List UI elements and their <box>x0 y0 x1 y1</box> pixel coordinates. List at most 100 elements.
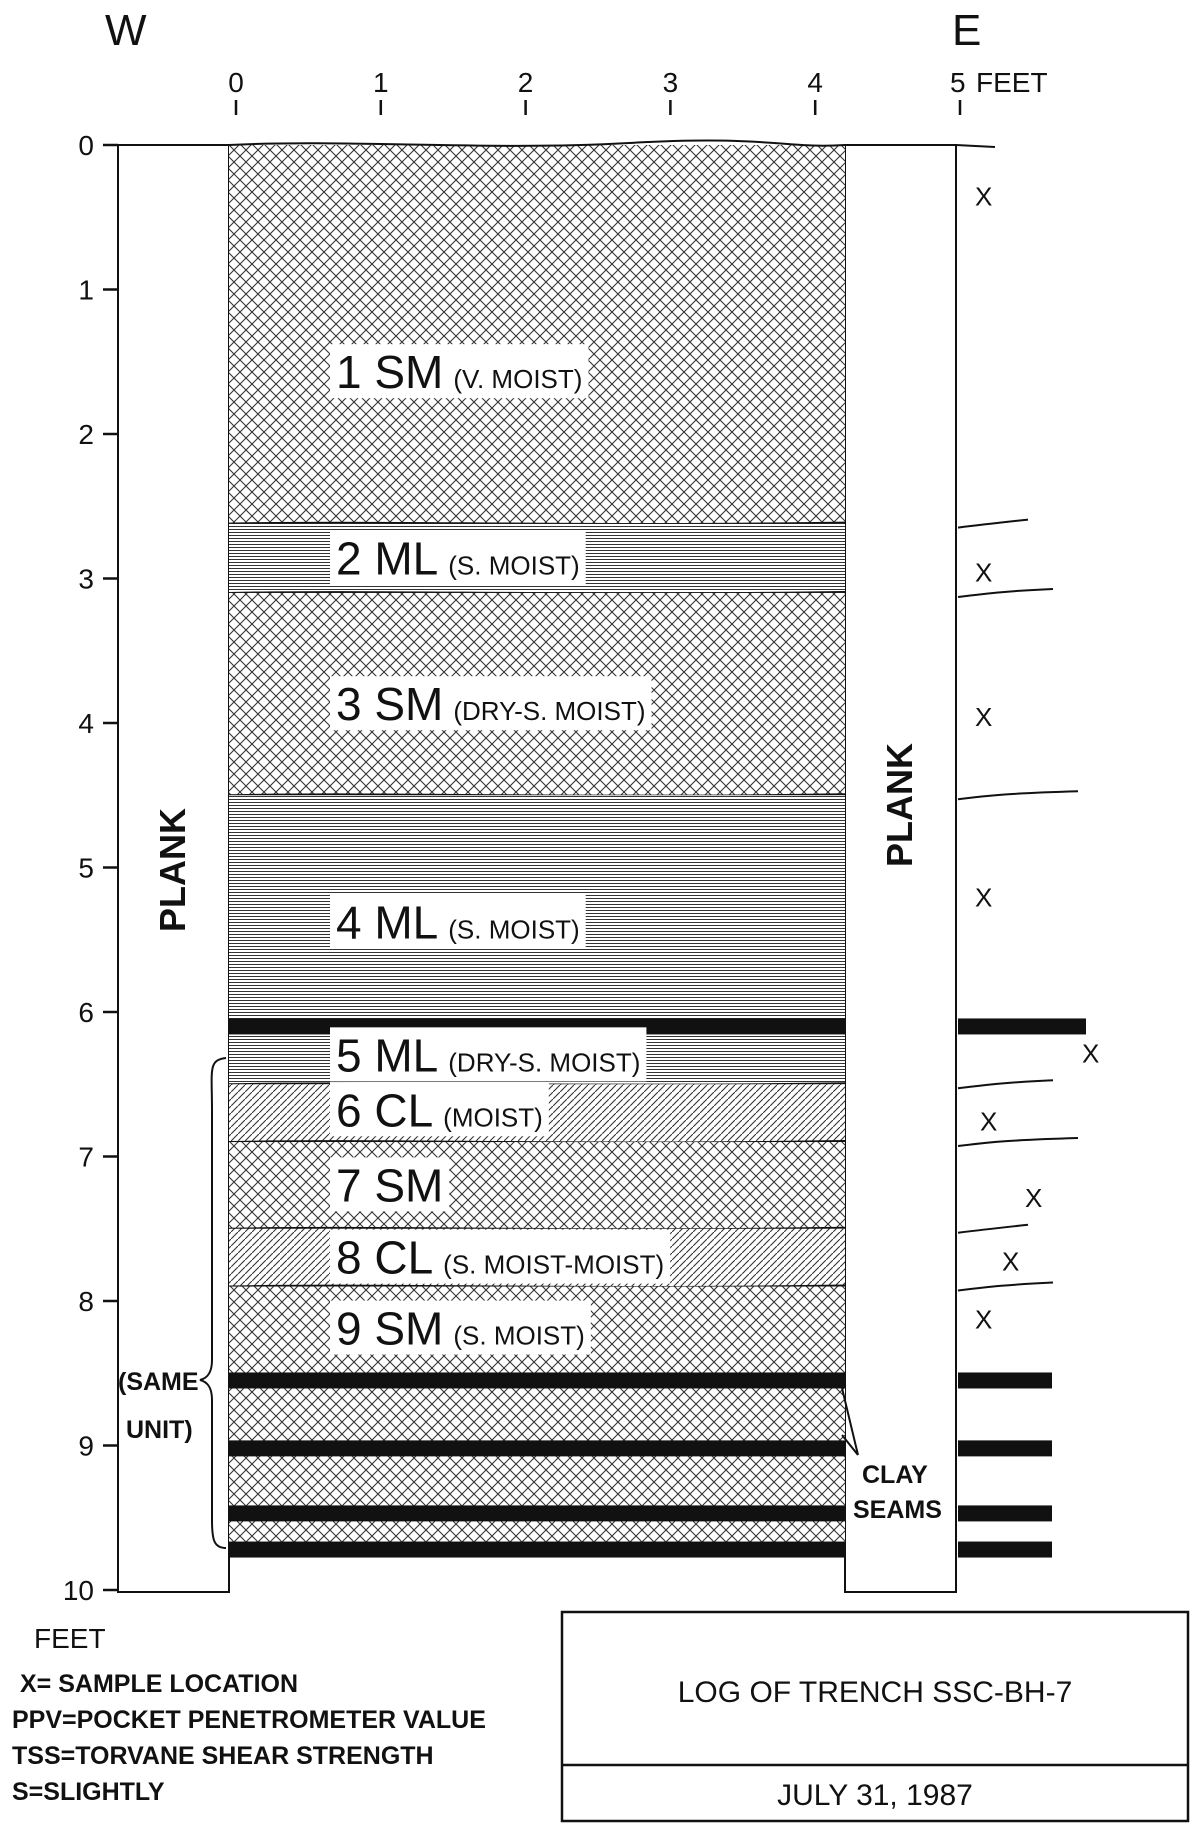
left-plank <box>117 144 230 1593</box>
layer-label-bg <box>330 1157 450 1212</box>
vertical-axis-unit: FEET <box>34 1623 106 1654</box>
clay-seam-band-right <box>958 1018 1086 1035</box>
right-plank-label: PLANK <box>879 743 920 867</box>
layer-code: 4 ML <box>336 896 438 948</box>
clay-seam-band <box>229 1372 845 1389</box>
right-boundary-tick <box>957 1137 1079 1148</box>
y-tick-label: 7 <box>78 1142 94 1173</box>
layer-condition: (S. MOIST-MOIST) <box>443 1250 664 1280</box>
layer-code: 2 ML <box>336 532 438 584</box>
same-unit-brace <box>199 1057 227 1549</box>
layer-condition: (MOIST) <box>443 1102 543 1132</box>
y-tick-label: 10 <box>63 1575 94 1606</box>
right-boundary-tick <box>957 518 1029 529</box>
trench-log-title: LOG OF TRENCH SSC-BH-7 <box>678 1676 1073 1709</box>
sample-location-x: X <box>1002 1247 1019 1277</box>
right-boundary-tick <box>957 1223 1029 1234</box>
layer-condition: (DRY-S. MOIST) <box>453 696 645 726</box>
legend: X= SAMPLE LOCATION PPV=POCKET PENETROMET… <box>12 1670 486 1806</box>
layer-label-text: 7 SM <box>336 1159 443 1211</box>
layer-code: 3 SM <box>336 678 443 730</box>
layer-label-4: 4 ML (S. MOIST) <box>330 894 586 949</box>
y-tick-label: 3 <box>78 564 94 595</box>
compass-east: E <box>952 6 981 55</box>
layer-code: 1 SM <box>336 346 443 398</box>
legend-line-2: PPV=POCKET PENETROMETER VALUE <box>12 1706 486 1734</box>
layer-label-text: 3 SM (DRY-S. MOIST) <box>336 678 646 730</box>
right-boundary-tick <box>957 1079 1054 1090</box>
layer-label-text: 9 SM (S. MOIST) <box>336 1303 585 1355</box>
sample-location-x: X <box>1025 1183 1042 1213</box>
soil-layer-7 <box>229 1142 845 1229</box>
clay-seam-band-right <box>958 1505 1052 1522</box>
layer-label-3: 3 SM (DRY-S. MOIST) <box>330 676 652 731</box>
clay-seam-band-right <box>958 1440 1052 1457</box>
layer-label-5: 5 ML (DRY-S. MOIST) <box>330 1027 647 1082</box>
title-block-frame <box>560 1610 1190 1823</box>
ground-surface-line <box>228 139 846 147</box>
layer-label-2: 2 ML (S. MOIST) <box>330 530 586 585</box>
y-tick-label: 2 <box>78 419 94 450</box>
layer-label-text: 1 SM (V. MOIST) <box>336 346 582 398</box>
right-boundary-tick <box>955 144 996 148</box>
trench-log-date: JULY 31, 1987 <box>777 1779 973 1812</box>
x-tick-label: 3 <box>663 67 679 98</box>
horizontal-axis-unit: FEET <box>976 67 1048 98</box>
depth-scale-axis: 0 1 2 3 4 5 6 7 8 9 10 <box>63 130 118 1606</box>
x-tick-label: 4 <box>807 67 823 98</box>
layer-label-7: 7 SM <box>330 1157 450 1212</box>
y-tick-label: 0 <box>78 130 94 161</box>
layer-condition: (S. MOIST) <box>448 914 579 944</box>
right-boundary-tick <box>957 587 1054 598</box>
x-tick-label: 0 <box>228 67 244 98</box>
layer-code: 5 ML <box>336 1029 438 1081</box>
sample-location-x: X <box>1082 1038 1099 1068</box>
layer-label-text: 5 ML (DRY-S. MOIST) <box>336 1029 640 1081</box>
layer-label-1: 1 SM (V. MOIST) <box>330 344 589 399</box>
sample-location-x: X <box>975 882 992 912</box>
layer-labels: 1 SM (V. MOIST) 2 ML (S. MOIST) 3 SM (DRY-S. … <box>330 344 671 1355</box>
sample-location-x: X <box>975 702 992 732</box>
layer-label-text: 8 CL (S. MOIST-MOIST) <box>336 1232 664 1284</box>
legend-line-3: TSS=TORVANE SHEAR STRENGTH <box>12 1742 434 1770</box>
layer-label-bg <box>330 1027 647 1082</box>
right-plank <box>844 144 957 1593</box>
sample-location-x: X <box>980 1106 997 1136</box>
layer-label-text: 2 ML (S. MOIST) <box>336 532 580 584</box>
layer-label-bg <box>330 676 652 731</box>
sample-location-x: X <box>975 1304 992 1334</box>
clay-seam-band <box>229 1440 845 1457</box>
horizontal-scale-axis: 0 1 2 3 4 5 <box>228 67 966 115</box>
left-plank-label: PLANK <box>152 808 193 932</box>
clay-seam-band <box>229 1541 845 1558</box>
layer-code: 8 CL <box>336 1232 433 1284</box>
layer-label-bg <box>330 1229 671 1284</box>
layer-label-bg <box>330 344 589 399</box>
x-tick-label: 2 <box>518 67 534 98</box>
layer-label-bg <box>330 530 586 585</box>
sample-location-x: X <box>975 182 992 212</box>
y-tick-label: 9 <box>78 1431 94 1462</box>
y-tick-label: 8 <box>78 1286 94 1317</box>
x-tick-label: 5 <box>950 67 966 98</box>
layer-label-9: 9 SM (S. MOIST) <box>330 1300 591 1355</box>
right-boundary-tick <box>957 790 1079 801</box>
sample-location-x: X <box>975 557 992 587</box>
compass-west: W <box>105 6 147 55</box>
right-boundary-tick <box>957 1021 1029 1032</box>
layer-code: 6 CL <box>336 1084 433 1136</box>
layer-label-text: 4 ML (S. MOIST) <box>336 896 580 948</box>
y-tick-label: 6 <box>78 997 94 1028</box>
layer-label-bg <box>330 894 586 949</box>
y-tick-label: 4 <box>78 708 94 739</box>
clay-seams-label-line2: SEAMS <box>853 1496 942 1524</box>
y-tick-label: 5 <box>78 853 94 884</box>
clay-seams-label-line1: CLAY <box>862 1461 928 1489</box>
x-tick-label: 1 <box>373 67 389 98</box>
legend-line-4: S=SLIGHTLY <box>12 1778 165 1806</box>
layer-code: 9 SM <box>336 1303 443 1355</box>
layer-label-bg <box>330 1300 591 1355</box>
layer-label-8: 8 CL (S. MOIST-MOIST) <box>330 1229 671 1284</box>
